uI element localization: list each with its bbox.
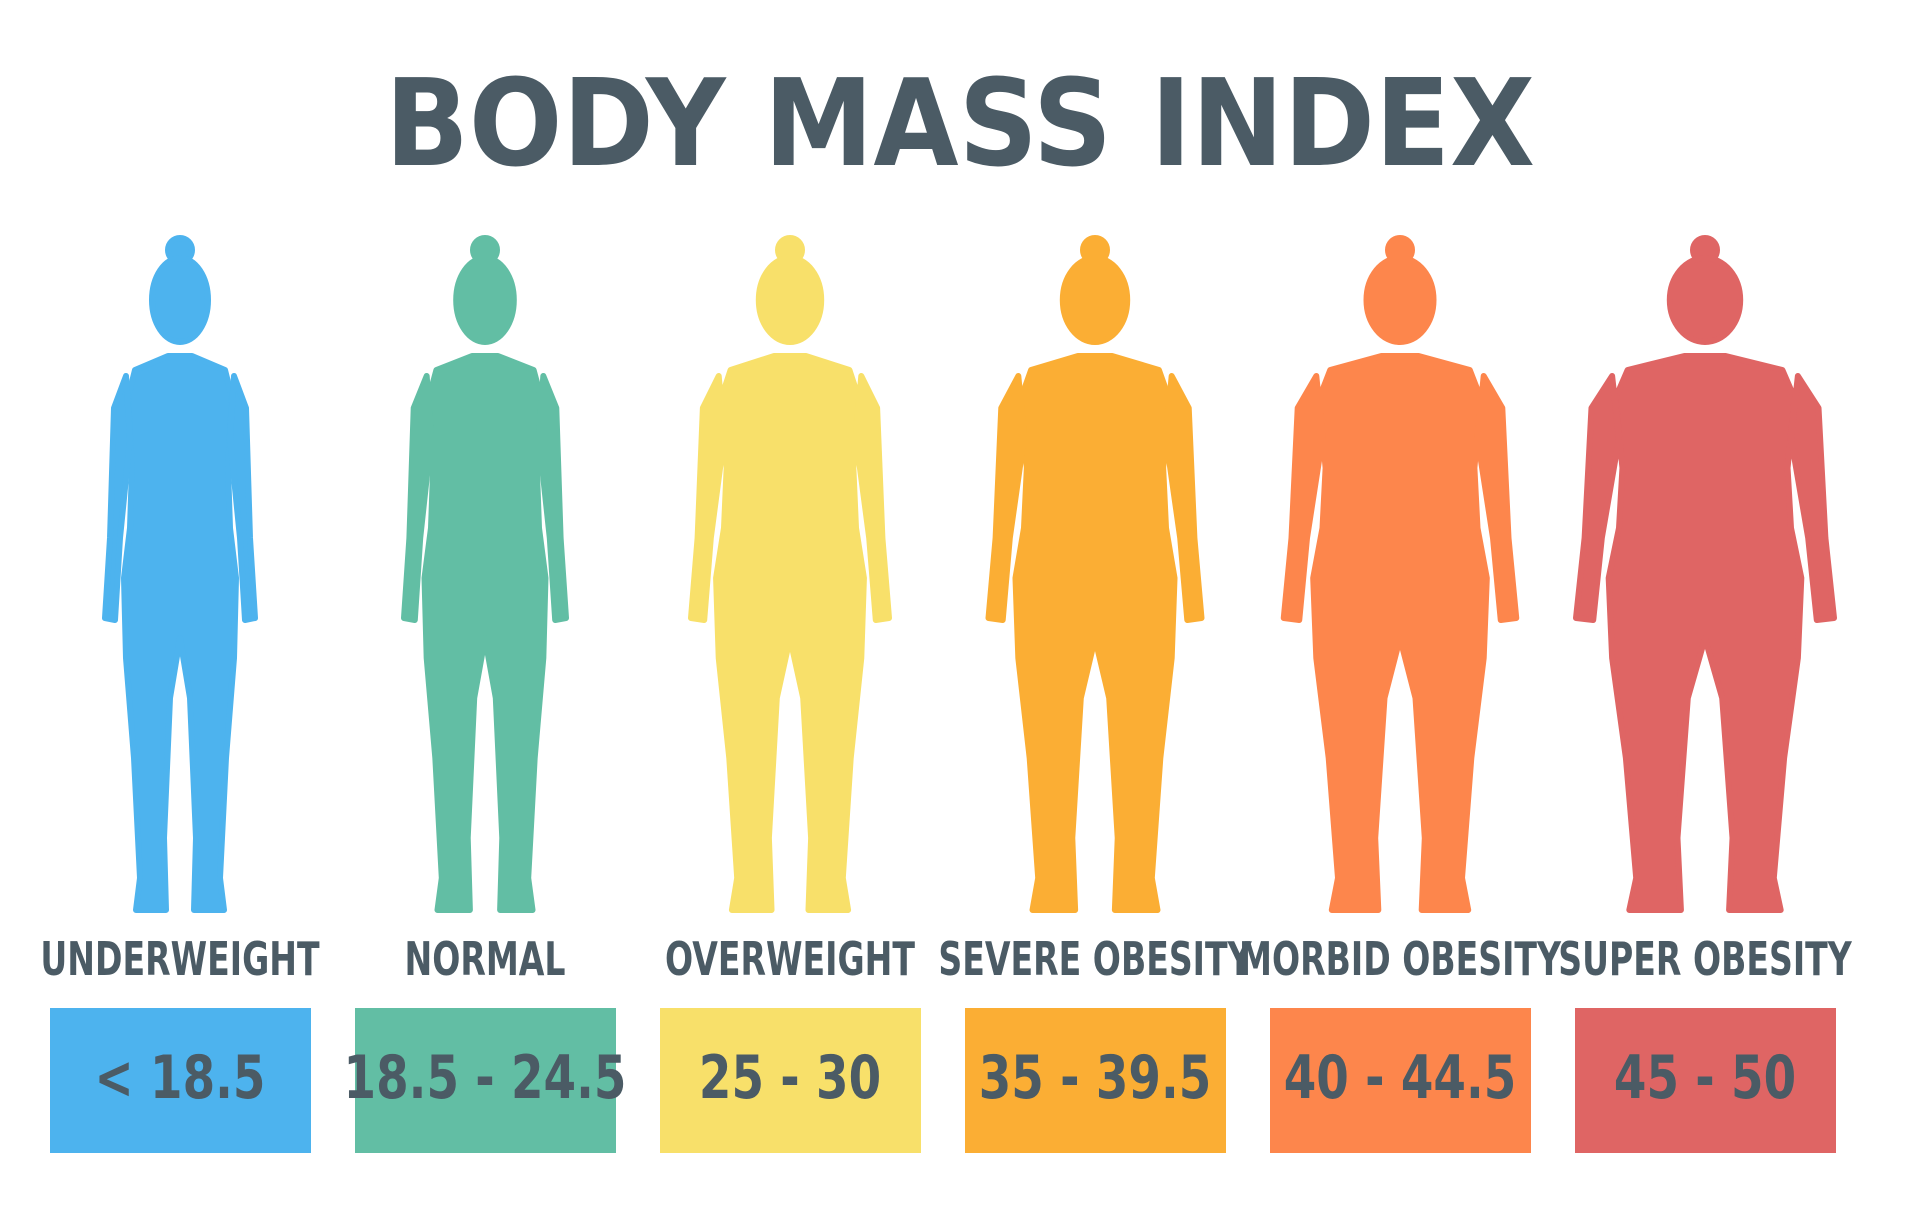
arm <box>985 373 1027 623</box>
arm <box>227 373 258 623</box>
label-group: SEVERE OBESITY <box>938 934 1252 987</box>
range-group: 18.5 - 24.5 <box>344 1042 627 1112</box>
range-group: < 18.5 <box>95 1042 266 1112</box>
range-group: 35 - 39.5 <box>979 1042 1212 1112</box>
range-value: 35 - 39.5 <box>979 1042 1212 1112</box>
head <box>149 255 211 345</box>
silhouette <box>1573 235 1837 913</box>
torso <box>121 353 239 913</box>
head <box>1666 255 1744 345</box>
arm <box>401 373 434 623</box>
torso <box>1310 353 1490 913</box>
arm <box>1280 373 1326 623</box>
label-group: OVERWEIGHT <box>665 934 916 987</box>
range-box <box>355 1008 616 1153</box>
head <box>1363 255 1437 345</box>
category-label: SUPER OBESITY <box>1558 934 1852 987</box>
category-label: OVERWEIGHT <box>665 934 916 987</box>
title: BODY MASS INDEX <box>385 55 1535 194</box>
label-group: UNDERWEIGHT <box>40 934 320 987</box>
range-box <box>1270 1008 1531 1153</box>
label-group: SUPER OBESITY <box>1558 934 1852 987</box>
arm <box>1163 373 1205 623</box>
range-group: 45 - 50 <box>1614 1042 1796 1112</box>
torso <box>1605 353 1805 913</box>
range-value: 25 - 30 <box>699 1042 881 1112</box>
range-value: 40 - 44.5 <box>1284 1042 1517 1112</box>
silhouette <box>102 235 258 913</box>
category-label: SEVERE OBESITY <box>938 934 1252 987</box>
head <box>1059 255 1131 345</box>
silhouette <box>688 235 892 913</box>
category-label: NORMAL <box>404 934 565 987</box>
silhouette <box>1280 235 1520 913</box>
torso <box>1012 353 1178 913</box>
arm <box>1788 373 1837 623</box>
label-group: MORBID OBESITY <box>1239 934 1562 987</box>
category-label: UNDERWEIGHT <box>40 934 320 987</box>
arm <box>1573 373 1622 623</box>
torso <box>421 353 549 913</box>
range-group: 25 - 30 <box>699 1042 881 1112</box>
head <box>755 255 825 345</box>
arm <box>536 373 569 623</box>
category-label: MORBID OBESITY <box>1239 934 1562 987</box>
arm <box>853 373 892 623</box>
range-box <box>660 1008 921 1153</box>
range-box <box>1575 1008 1836 1153</box>
arm <box>102 373 133 623</box>
torso <box>713 353 867 913</box>
head <box>453 255 517 345</box>
arm <box>1474 373 1520 623</box>
range-value: 45 - 50 <box>1614 1042 1796 1112</box>
range-value: < 18.5 <box>95 1042 266 1112</box>
arm <box>688 373 727 623</box>
label-group: NORMAL <box>404 934 565 987</box>
range-box <box>50 1008 311 1153</box>
range-group: 40 - 44.5 <box>1284 1042 1517 1112</box>
silhouette <box>401 235 569 913</box>
range-value: 18.5 - 24.5 <box>344 1042 627 1112</box>
range-box <box>965 1008 1226 1153</box>
silhouette <box>985 235 1205 913</box>
